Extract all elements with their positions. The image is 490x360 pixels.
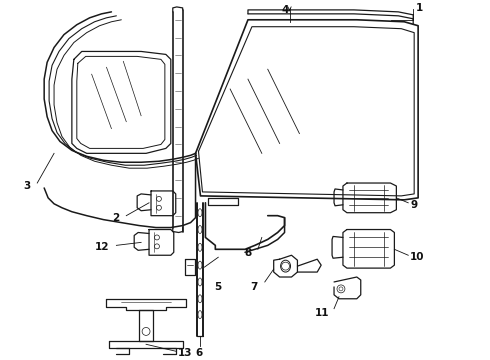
- Text: 2: 2: [112, 213, 120, 222]
- Text: 6: 6: [196, 348, 203, 358]
- Text: 1: 1: [416, 3, 423, 13]
- Text: 13: 13: [178, 348, 192, 358]
- Text: 12: 12: [95, 242, 109, 252]
- Text: 10: 10: [410, 252, 425, 262]
- Text: 8: 8: [245, 248, 252, 258]
- Text: 7: 7: [250, 282, 258, 292]
- Text: 5: 5: [215, 282, 222, 292]
- Text: 11: 11: [315, 308, 329, 318]
- Text: 4: 4: [282, 5, 289, 15]
- Text: 3: 3: [23, 181, 30, 191]
- Text: 9: 9: [410, 200, 417, 210]
